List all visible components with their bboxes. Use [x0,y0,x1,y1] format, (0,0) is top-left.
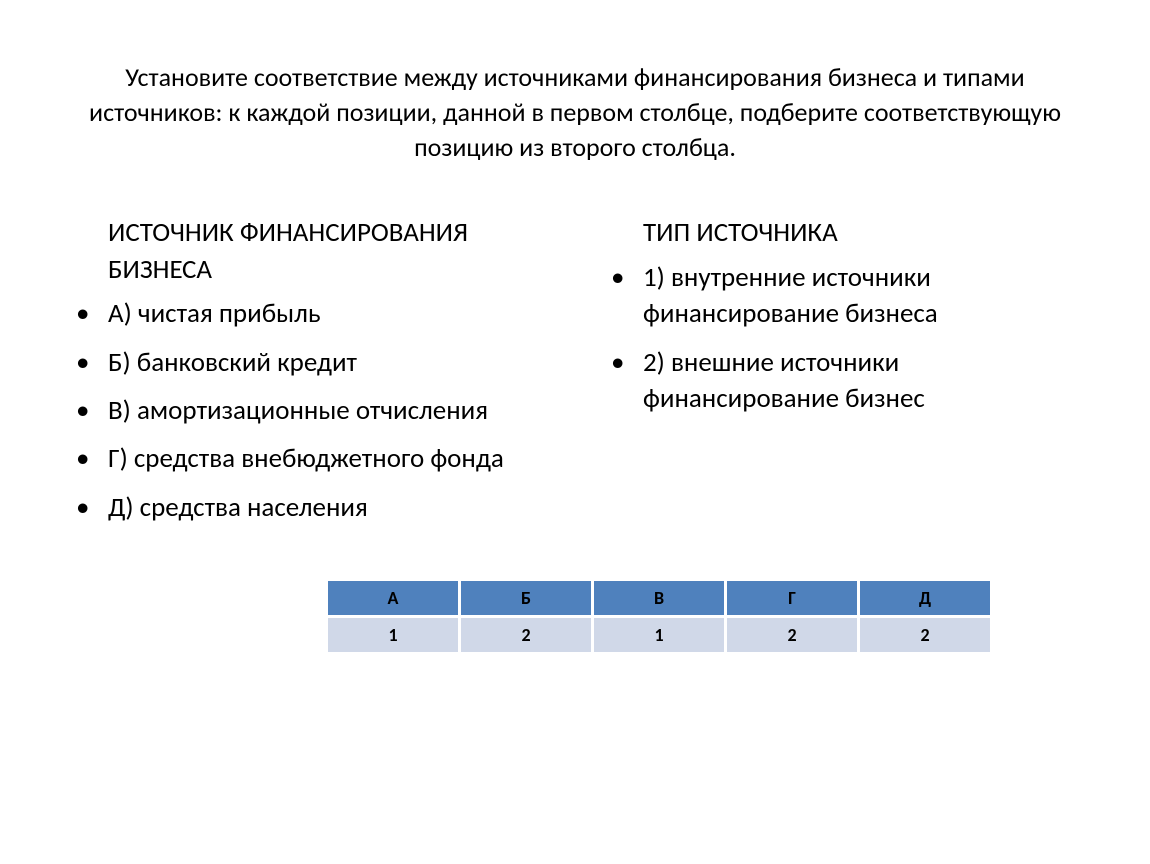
table-header-cell: Д [860,581,990,615]
list-item: 2) внешние источники финансирование бизн… [605,345,1080,418]
left-list: А) чистая прибыль Б) банковский кредит В… [70,296,545,526]
table-row: 1 2 1 2 2 [328,618,990,652]
answer-table: А Б В Г Д 1 2 1 2 2 [325,578,993,655]
list-item: В) амортизационные отчисления [70,393,545,429]
table-value-cell: 2 [860,618,990,652]
right-list: 1) внутренние источники финансирование б… [605,260,1080,418]
list-item: Б) банковский кредит [70,345,545,381]
list-item: 1) внутренние источники финансирование б… [605,260,1080,333]
right-heading: ТИП ИСТОЧНИКА [643,215,1080,251]
table-header-cell: Г [727,581,857,615]
list-item: А) чистая прибыль [70,296,545,332]
right-column: ТИП ИСТОЧНИКА 1) внутренние источники фи… [605,215,1080,538]
table-value-cell: 2 [727,618,857,652]
table-value-cell: 2 [461,618,591,652]
columns-container: ИСТОЧНИК ФИНАНСИРОВАНИЯ БИЗНЕСА А) чиста… [70,215,1080,538]
table-value-cell: 1 [594,618,724,652]
table-value-cell: 1 [328,618,458,652]
left-heading: ИСТОЧНИК ФИНАНСИРОВАНИЯ БИЗНЕСА [108,215,545,288]
table-header-cell: Б [461,581,591,615]
list-item: Г) средства внебюджетного фонда [70,441,545,477]
table-header-cell: А [328,581,458,615]
question-title: Установите соответствие между источникам… [70,60,1080,165]
table-row: А Б В Г Д [328,581,990,615]
list-item: Д) средства населения [70,490,545,526]
left-column: ИСТОЧНИК ФИНАНСИРОВАНИЯ БИЗНЕСА А) чиста… [70,215,545,538]
table-header-cell: В [594,581,724,615]
